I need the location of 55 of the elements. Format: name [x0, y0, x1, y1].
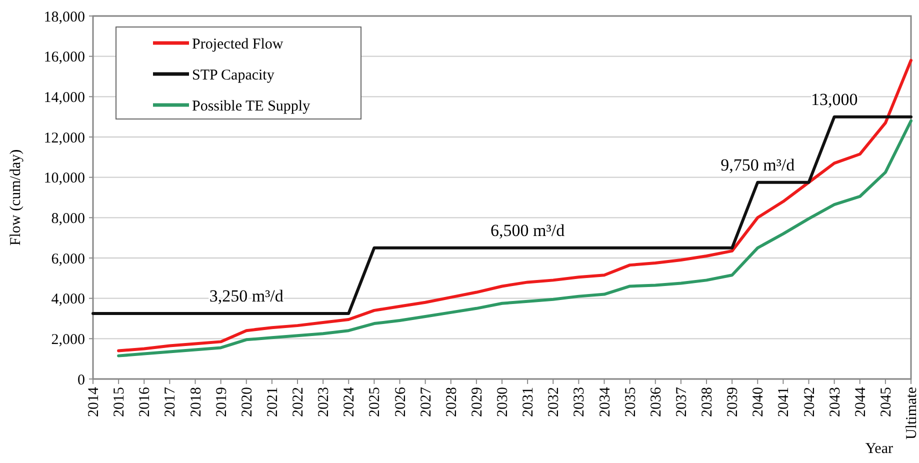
annotation: 9,750 m³/d — [720, 155, 796, 174]
x-tick-label: 2042 — [802, 387, 818, 417]
x-tick-label: 2027 — [418, 386, 434, 417]
x-tick-label: 2022 — [290, 387, 306, 417]
x-tick-label: 2031 — [520, 387, 537, 417]
x-tick-label: 2026 — [392, 386, 409, 417]
x-tick-label: 2034 — [597, 386, 614, 417]
x-tick-label: 2018 — [188, 387, 204, 417]
x-tick-label: 2038 — [700, 387, 716, 417]
y-axis-title: Flow (cum/day) — [8, 149, 24, 246]
y-tick-label: 18,000 — [44, 9, 85, 26]
x-tick-label: 2015 — [112, 387, 128, 417]
line-series — [117, 58, 912, 352]
y-tick-label: 2,000 — [51, 332, 85, 348]
x-tick-label: 2017 — [162, 386, 179, 417]
x-tick-label: 2039 — [725, 387, 742, 417]
line-series — [92, 115, 912, 315]
x-tick-label: 2019 — [214, 387, 230, 417]
x-tick-label: 2044 — [852, 386, 869, 417]
x-tick-label: 2029 — [469, 387, 486, 417]
line-series — [117, 119, 912, 358]
x-tick-label: 2021 — [264, 387, 281, 417]
y-tick-label: 10,000 — [44, 170, 85, 187]
legend-label: Projected Flow — [192, 36, 284, 52]
x-tick-label: 2024 — [342, 386, 358, 417]
y-tick-label: 8,000 — [51, 210, 85, 227]
x-tick-label: 2023 — [316, 387, 332, 417]
x-tick-label: 2040 — [750, 387, 767, 417]
x-tick-label: 2014 — [86, 386, 102, 417]
x-axis-title: Year — [865, 441, 893, 457]
x-tick-label: 2016 — [137, 386, 154, 417]
y-tick-label: 6,000 — [51, 251, 85, 268]
legend-label: Possible TE Supply — [192, 98, 311, 114]
x-tick-label: 2033 — [572, 387, 588, 417]
x-tick-label: 2028 — [444, 387, 460, 417]
x-tick-label: 2041 — [776, 387, 792, 417]
y-tick-label: 16,000 — [44, 50, 85, 66]
x-tick-label: 2030 — [495, 387, 511, 417]
y-tick-label: 12,000 — [44, 130, 85, 146]
y-tick-label: 0 — [78, 372, 85, 388]
x-tick-label: 2043 — [827, 387, 844, 417]
x-tick-label: 2020 — [239, 387, 256, 417]
x-tick-label: 2035 — [622, 387, 639, 417]
x-tick-label: Ultimate — [904, 386, 919, 440]
y-tick-label: 14,000 — [44, 90, 85, 106]
x-tick-label: 2036 — [648, 386, 664, 417]
y-tick-label: 4,000 — [51, 292, 85, 308]
x-tick-label: 2045 — [878, 387, 894, 417]
annotation: 3,250 m³/d — [209, 286, 284, 306]
x-tick-label: 2025 — [367, 387, 384, 417]
x-tick-label: 2032 — [546, 387, 562, 417]
annotation: 6,500 m³/d — [490, 220, 566, 240]
x-tick-label: 2037 — [674, 386, 690, 417]
legend-label: STP Capacity — [192, 67, 275, 84]
annotation: 13,000 — [810, 90, 858, 109]
